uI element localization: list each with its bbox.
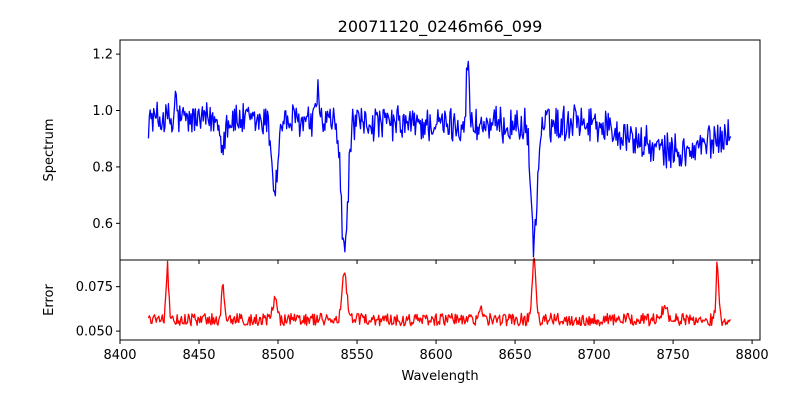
- x-tick-label: 8450: [182, 348, 215, 363]
- error-y-ticks: 0.050 0.075: [76, 280, 120, 340]
- spectrum-y-tick-label: 1.2: [92, 48, 113, 63]
- x-tick-label: 8600: [420, 348, 453, 363]
- spectrum-y-tick-label: 1.0: [92, 104, 113, 119]
- x-tick-label: 8750: [657, 348, 690, 363]
- x-tick-label: 8550: [340, 348, 373, 363]
- spectrum-series-line: [147, 60, 732, 258]
- x-axis-label: Wavelength: [401, 369, 478, 384]
- error-x-ticks: 8400 8450 8500 8550 8600 8650 8700 8750 8800: [103, 340, 769, 363]
- x-tick-label: 8700: [578, 348, 611, 363]
- spectrum-y-axis-label: Spectrum: [42, 119, 57, 182]
- chart-title: 20071120_0246m66_099: [338, 17, 543, 37]
- x-tick-label: 8650: [499, 348, 532, 363]
- error-y-axis-label: Error: [42, 284, 57, 316]
- spectrum-y-tick-label: 0.6: [92, 217, 113, 232]
- spectrum-y-ticks: 0.6 0.8 1.0 1.2: [92, 48, 120, 232]
- error-series-line: [147, 257, 731, 327]
- error-y-tick-label: 0.075: [76, 280, 113, 295]
- x-tick-label: 8400: [103, 348, 136, 363]
- x-tick-label: 8500: [261, 348, 294, 363]
- x-tick-label: 8800: [736, 348, 769, 363]
- spectrum-y-tick-label: 0.8: [92, 160, 113, 175]
- error-plot-frame: [119, 259, 761, 341]
- error-y-tick-label: 0.050: [76, 325, 113, 340]
